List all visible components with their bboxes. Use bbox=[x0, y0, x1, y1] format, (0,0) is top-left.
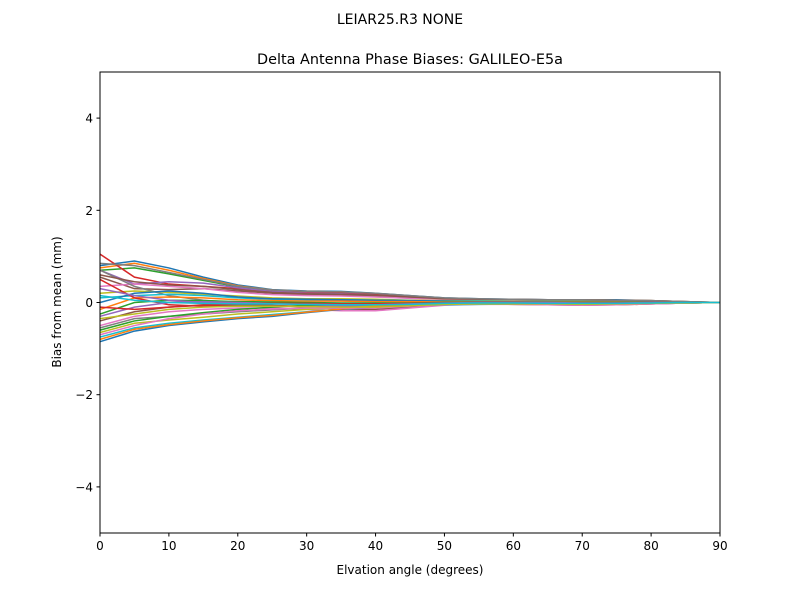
y-ticks: −4 −2 0 2 4 bbox=[75, 112, 100, 494]
y-tick-label: −4 bbox=[75, 480, 93, 494]
y-axis-label: Bias from mean (mm) bbox=[50, 236, 64, 367]
x-tick-label: 20 bbox=[230, 539, 245, 553]
x-tick-label: 0 bbox=[96, 539, 104, 553]
x-axis-label: Elvation angle (degrees) bbox=[337, 563, 484, 577]
chart-title: Delta Antenna Phase Biases: GALILEO-E5a bbox=[257, 52, 563, 68]
y-tick-label: 2 bbox=[85, 204, 93, 218]
x-tick-label: 30 bbox=[299, 539, 314, 553]
figure-suptitle: LEIAR25.R3 NONE bbox=[337, 12, 463, 28]
x-tick-label: 10 bbox=[161, 539, 176, 553]
series-line-27 bbox=[99, 262, 721, 304]
x-tick-label: 80 bbox=[643, 539, 658, 553]
y-tick-label: −2 bbox=[75, 388, 93, 402]
x-tick-label: 90 bbox=[712, 539, 727, 553]
x-tick-label: 50 bbox=[437, 539, 452, 553]
y-tick-label: 0 bbox=[85, 296, 93, 310]
x-tick-label: 60 bbox=[506, 539, 521, 553]
y-tick-label: 4 bbox=[85, 112, 93, 126]
x-tick-label: 70 bbox=[575, 539, 590, 553]
x-ticks: 0 10 20 30 40 50 60 70 80 90 bbox=[96, 533, 728, 553]
series-lines bbox=[99, 253, 721, 343]
x-tick-label: 40 bbox=[368, 539, 383, 553]
series-line-29 bbox=[99, 294, 720, 306]
